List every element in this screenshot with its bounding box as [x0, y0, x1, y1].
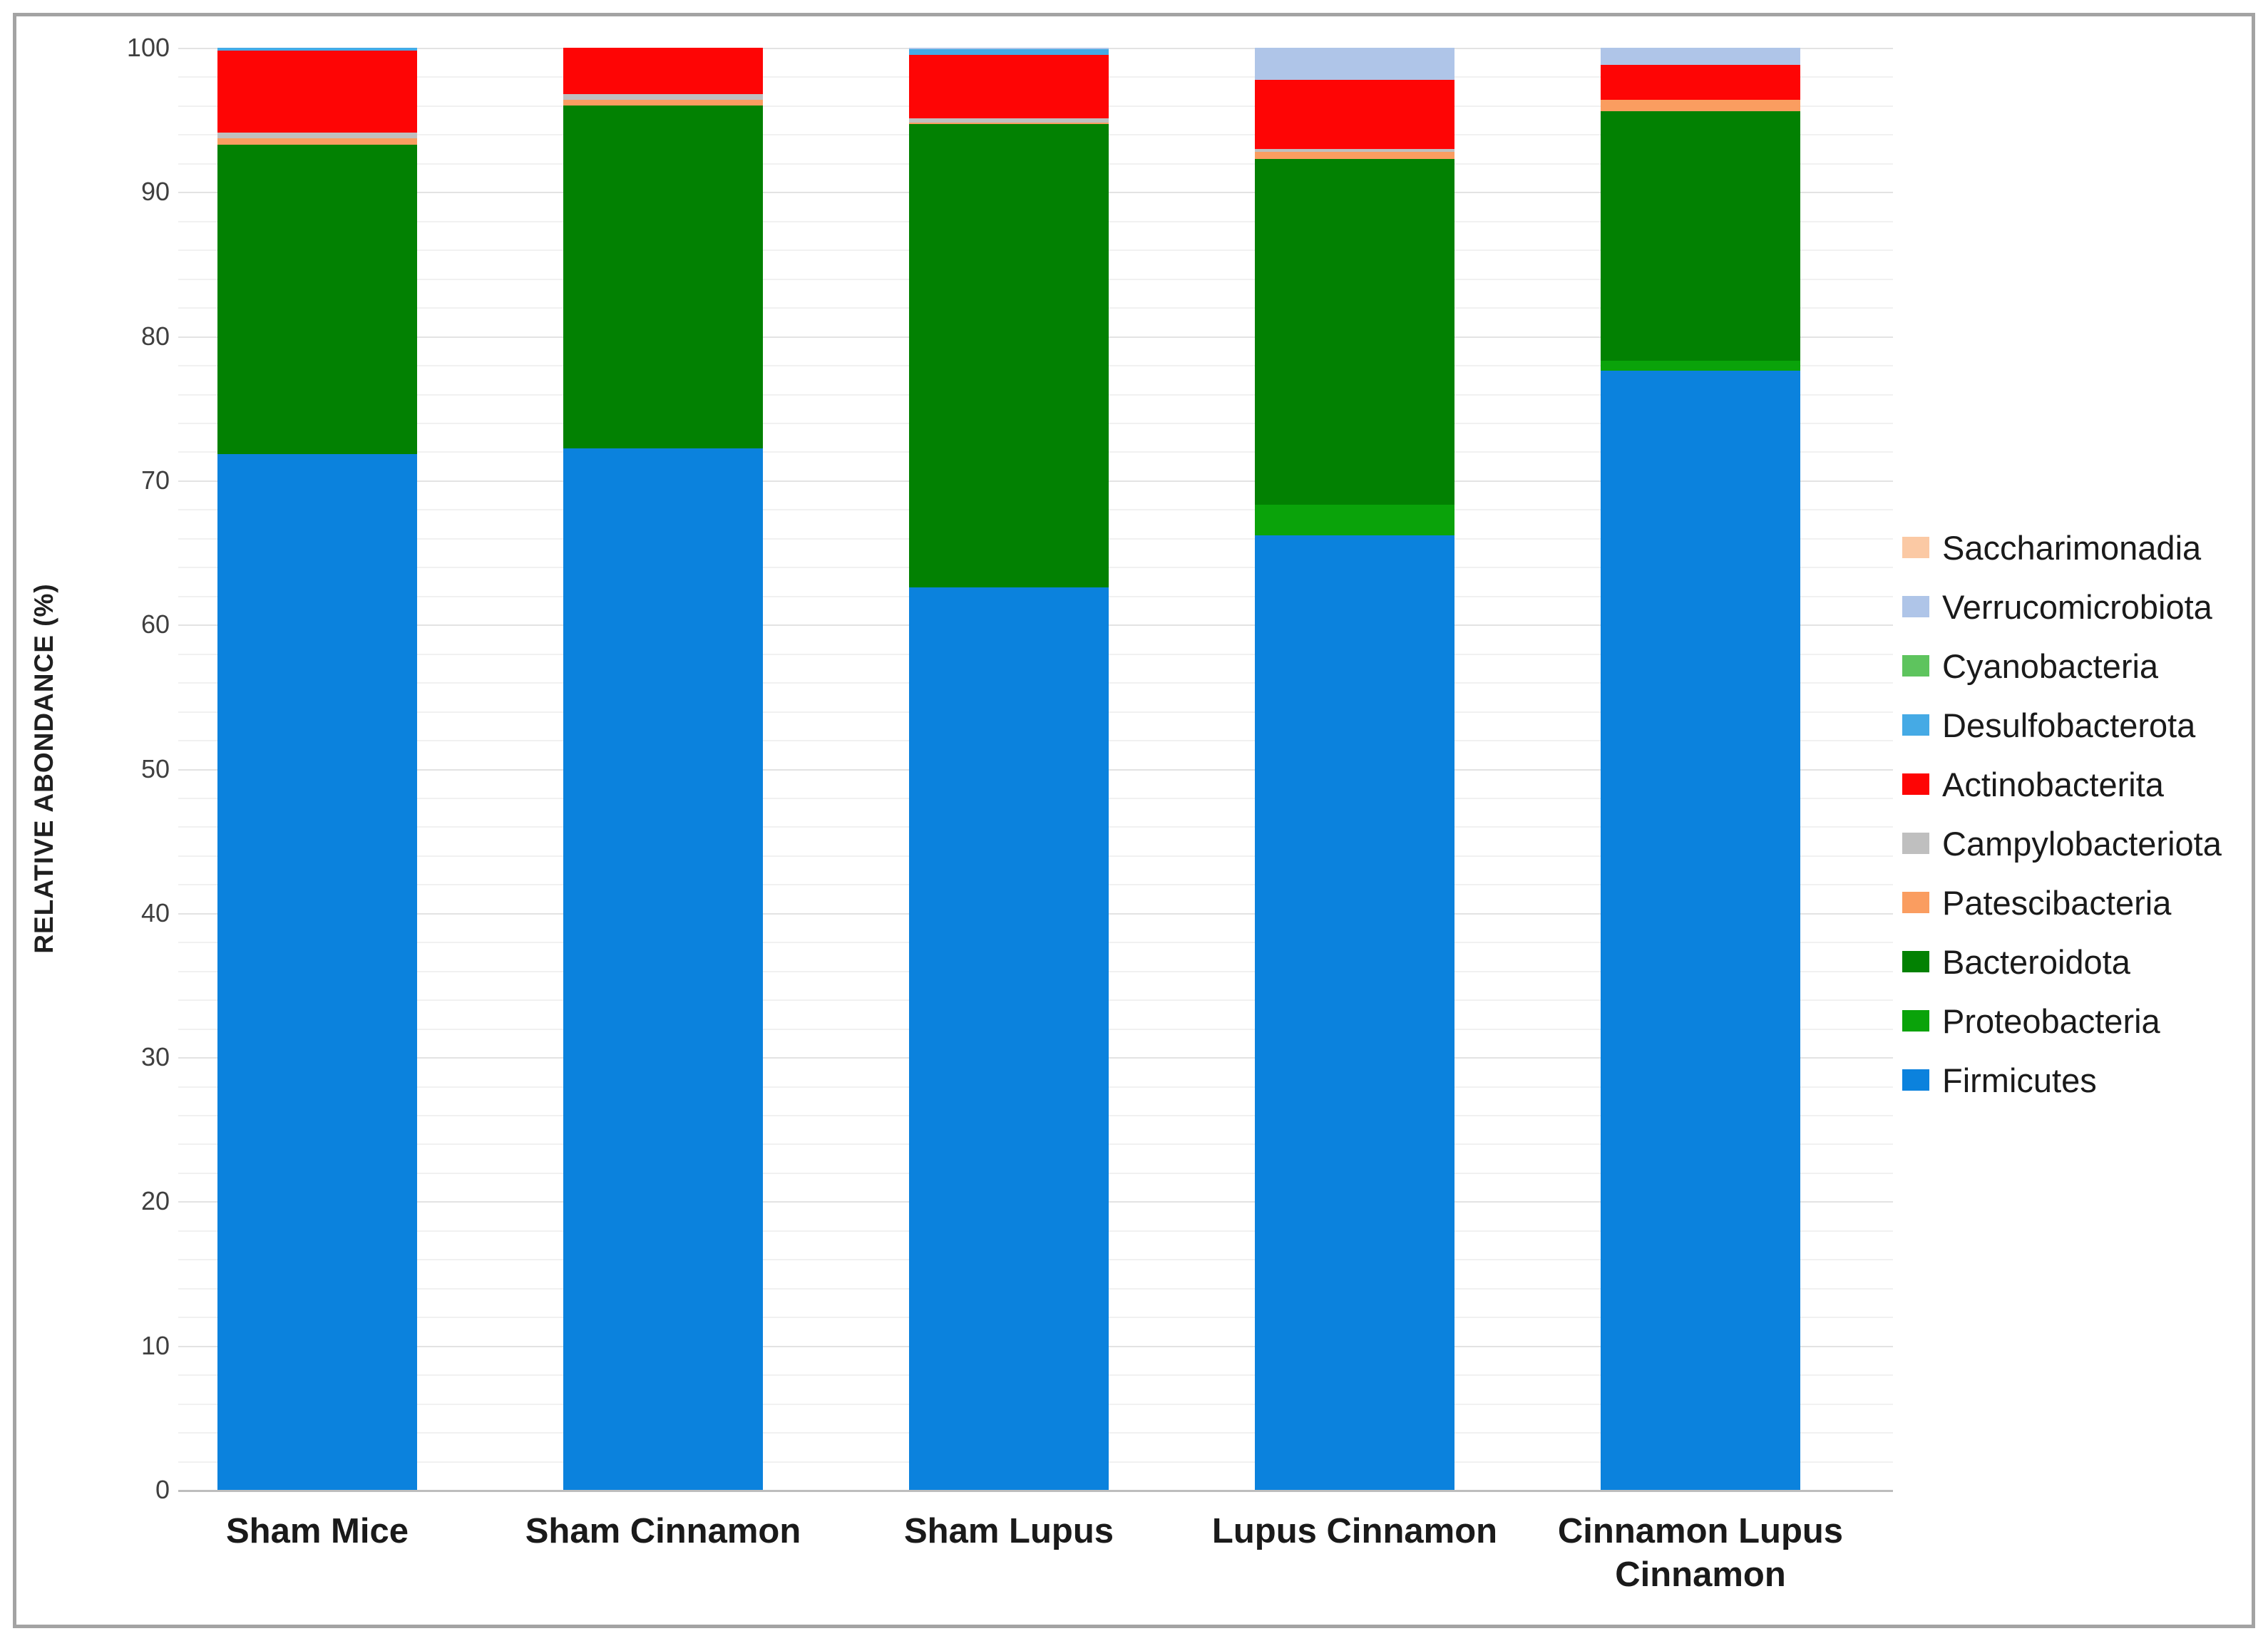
x-axis-label-sham-mice: Sham Mice — [226, 1512, 409, 1550]
legend-swatch-firmicutes — [1902, 1069, 1929, 1091]
legend-swatch-verrucomicrobiota — [1902, 596, 1929, 617]
bar-segment-sham-lupus-actinobacterita — [909, 55, 1109, 119]
bar-cinnamon-lupus-cinnamon — [1601, 0, 1800, 1490]
bar-segment-sham-mice-bacteroidota — [217, 144, 417, 455]
bar-segment-sham-cinnamon-campylobacteriota — [563, 93, 763, 100]
x-axis-label-sham-lupus: Sham Lupus — [903, 1512, 1114, 1550]
y-tick-label-0: 0 — [155, 1475, 170, 1504]
bar-segment-sham-mice-desulfobacterota — [217, 48, 417, 51]
x-axis-label-cinnamon-lupus-cinnamon: Cinnamon Lupus Cinnamon — [1557, 1512, 1844, 1595]
bar-segment-lupus-cinnamon-patescibacteria — [1255, 151, 1454, 159]
legend-swatch-actinobacterita — [1902, 773, 1929, 795]
bar-sham-lupus — [909, 0, 1109, 1490]
bar-segment-lupus-cinnamon-bacteroidota — [1255, 158, 1454, 505]
bar-segment-lupus-cinnamon-proteobacteria — [1255, 505, 1454, 535]
bar-segment-cinnamon-lupus-cinnamon-firmicutes — [1601, 371, 1800, 1490]
legend-item-campylobacteriota: Campylobacteriota — [1902, 824, 2222, 863]
legend-label-firmicutes: Firmicutes — [1942, 1061, 2097, 1099]
legend-item-desulfobacterota: Desulfobacterota — [1902, 706, 2222, 744]
bar-segment-sham-cinnamon-bacteroidota — [563, 105, 763, 449]
bar-lupus-cinnamon — [1255, 0, 1454, 1490]
bar-segment-lupus-cinnamon-firmicutes — [1255, 535, 1454, 1490]
legend-swatch-proteobacteria — [1902, 1010, 1929, 1032]
bar-segment-sham-lupus-desulfobacterota — [909, 49, 1109, 56]
bar-segment-sham-lupus-verrucomicrobiota — [909, 48, 1109, 50]
legend-label-bacteroidota: Bacteroidota — [1942, 942, 2130, 981]
bar-segment-cinnamon-lupus-cinnamon-patescibacteria — [1601, 99, 1800, 111]
bar-sham-mice — [217, 0, 417, 1490]
legend-swatch-patescibacteria — [1902, 892, 1929, 913]
legend-swatch-cyanobacteria — [1902, 655, 1929, 677]
x-axis-label-sham-cinnamon: Sham Cinnamon — [525, 1512, 801, 1550]
legend-label-desulfobacterota: Desulfobacterota — [1942, 706, 2196, 744]
legend-item-proteobacteria: Proteobacteria — [1902, 1002, 2222, 1040]
bar-segment-sham-cinnamon-firmicutes — [563, 448, 763, 1490]
legend-item-bacteroidota: Bacteroidota — [1902, 942, 2222, 981]
y-tick-label-40: 40 — [140, 897, 170, 927]
bar-segment-sham-cinnamon-patescibacteria — [563, 99, 763, 106]
legend-item-verrucomicrobiota: Verrucomicrobiota — [1902, 587, 2222, 626]
legend-swatch-desulfobacterota — [1902, 714, 1929, 736]
bar-segment-sham-mice-patescibacteria — [217, 138, 417, 145]
legend-item-cyanobacteria: Cyanobacteria — [1902, 647, 2222, 685]
bar-segment-sham-cinnamon-actinobacterita — [563, 48, 763, 94]
bar-segment-sham-lupus-bacteroidota — [909, 124, 1109, 587]
bar-segment-sham-mice-firmicutes — [217, 454, 417, 1490]
legend-label-patescibacteria: Patescibacteria — [1942, 883, 2172, 922]
y-tick-label-70: 70 — [140, 465, 170, 495]
legend-label-saccharimonadia: Saccharimonadia — [1942, 528, 2202, 567]
legend-item-firmicutes: Firmicutes — [1902, 1061, 2222, 1099]
legend-swatch-saccharimonadia — [1902, 537, 1929, 558]
bar-segment-cinnamon-lupus-cinnamon-actinobacterita — [1601, 65, 1800, 100]
y-tick-label-100: 100 — [126, 33, 170, 62]
legend-swatch-campylobacteriota — [1902, 833, 1929, 854]
legend-item-actinobacterita: Actinobacterita — [1902, 766, 2222, 803]
legend-label-verrucomicrobiota: Verrucomicrobiota — [1942, 587, 2212, 626]
bar-segment-cinnamon-lupus-cinnamon-bacteroidota — [1601, 111, 1800, 361]
legend: Saccharimonadia Verrucomicrobiota Cyanobac… — [1902, 529, 2222, 1121]
x-axis-label-lupus-cinnamon: Lupus Cinnamon — [1211, 1512, 1498, 1550]
bar-segment-sham-lupus-firmicutes — [909, 587, 1109, 1490]
y-tick-label-60: 60 — [140, 609, 170, 639]
x-axis-line — [178, 1490, 1893, 1492]
legend-item-saccharimonadia: Saccharimonadia — [1902, 528, 2222, 567]
bar-segment-sham-mice-campylobacteriota — [217, 133, 417, 139]
y-tick-label-20: 20 — [140, 1186, 170, 1216]
y-tick-label-30: 30 — [140, 1042, 170, 1072]
y-tick-label-50: 50 — [140, 753, 170, 783]
bar-segment-cinnamon-lupus-cinnamon-verrucomicrobiota — [1601, 48, 1800, 66]
y-tick-label-80: 80 — [140, 321, 170, 351]
legend-label-actinobacterita: Actinobacterita — [1942, 765, 2164, 803]
bar-segment-sham-mice-actinobacterita — [217, 51, 417, 133]
bar-segment-lupus-cinnamon-verrucomicrobiota — [1255, 48, 1454, 80]
bar-segment-cinnamon-lupus-cinnamon-proteobacteria — [1601, 360, 1800, 371]
legend-label-campylobacteriota: Campylobacteriota — [1942, 824, 2222, 863]
bar-segment-sham-lupus-campylobacteriota — [909, 118, 1109, 123]
bar-segment-lupus-cinnamon-actinobacterita — [1255, 79, 1454, 149]
legend-label-cyanobacteria: Cyanobacteria — [1942, 647, 2159, 685]
bar-segment-sham-lupus-patescibacteria — [909, 123, 1109, 125]
legend-swatch-bacteroidota — [1902, 951, 1929, 972]
legend-item-patescibacteria: Patescibacteria — [1902, 883, 2222, 922]
y-tick-label-10: 10 — [140, 1330, 170, 1360]
bar-sham-cinnamon — [563, 0, 763, 1490]
bar-segment-lupus-cinnamon-campylobacteriota — [1255, 148, 1454, 152]
legend-label-proteobacteria: Proteobacteria — [1942, 1002, 2160, 1040]
y-tick-label-90: 90 — [140, 177, 170, 207]
